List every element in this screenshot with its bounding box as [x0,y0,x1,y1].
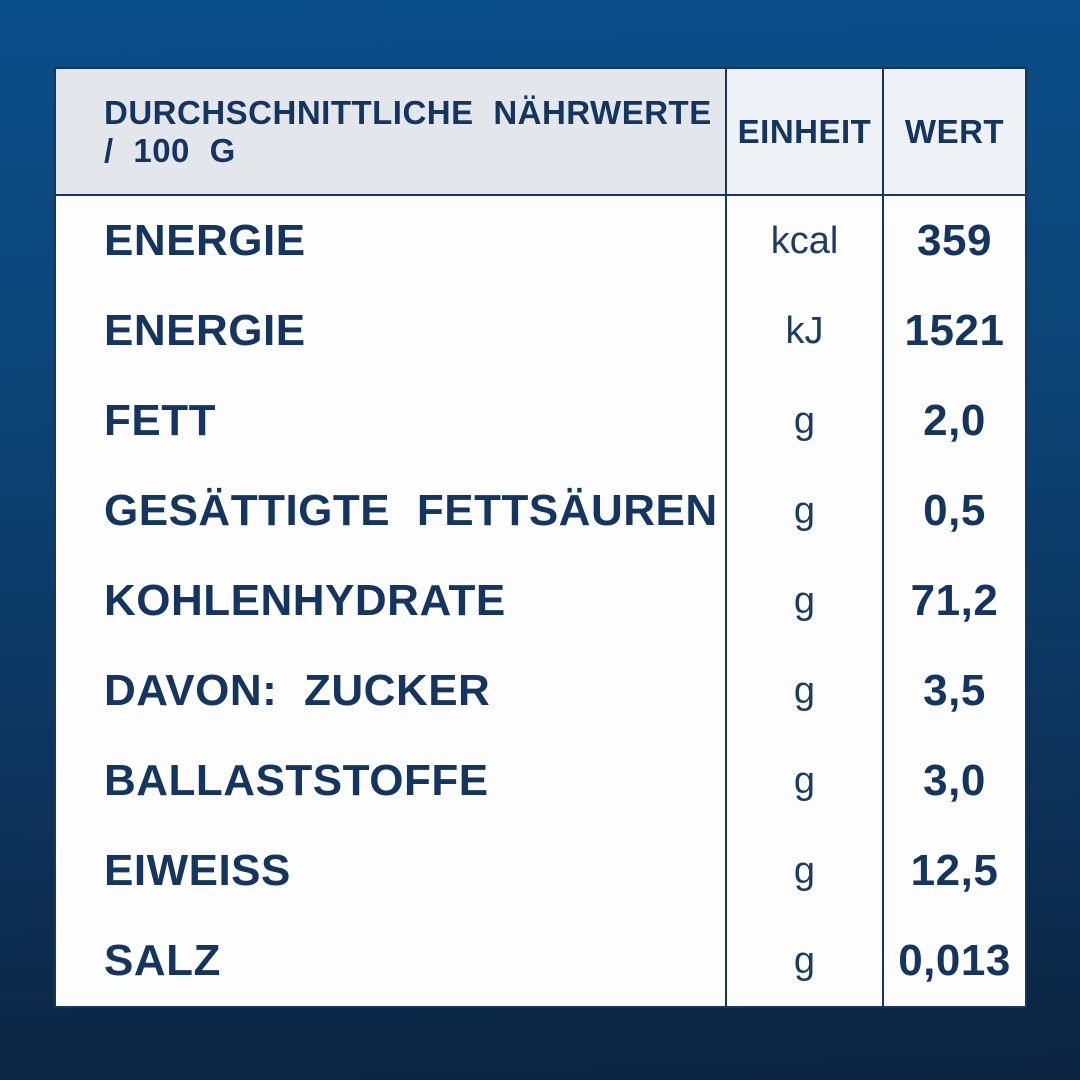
table-row: ENERGIE kcal 359 [56,196,1025,286]
table-header-row: DURCHSCHNITTLICHE NÄHRWERTE / 100 G EINH… [56,69,1025,196]
nutrient-label: ENERGIE [104,216,306,265]
unit-cell: g [725,556,882,646]
unit-text: g [793,489,816,532]
nutrient-cell: EIWEISS [56,826,725,916]
value-cell: 0,5 [882,466,1025,556]
unit-cell: kcal [725,196,882,286]
unit-text: g [793,939,816,982]
value-text: 3,5 [923,666,986,715]
table-row: KOHLENHYDRATE g 71,2 [56,556,1025,646]
nutrient-label: DAVON: ZUCKER [104,666,491,715]
value-cell: 359 [882,196,1025,286]
unit-cell: g [725,736,882,826]
nutrient-cell: GESÄTTIGTE FETTSÄUREN [56,466,725,556]
value-cell: 2,0 [882,376,1025,466]
unit-cell: g [725,646,882,736]
value-text: 1521 [904,306,1005,355]
unit-text: g [793,669,816,712]
value-cell: 0,013 [882,916,1025,1006]
value-cell: 71,2 [882,556,1025,646]
unit-text: g [793,579,816,622]
table-row: SALZ g 0,013 [56,916,1025,1006]
unit-cell: g [725,826,882,916]
unit-text: g [793,399,816,442]
table-row: DAVON: ZUCKER g 3,5 [56,646,1025,736]
value-cell: 12,5 [882,826,1025,916]
nutrient-cell: SALZ [56,916,725,1006]
nutrient-cell: DAVON: ZUCKER [56,646,725,736]
nutrient-label: EIWEISS [104,846,291,895]
nutrient-cell: ENERGIE [56,286,725,376]
value-text: 12,5 [910,846,999,895]
unit-cell: g [725,466,882,556]
value-text: 2,0 [923,396,986,445]
nutrient-cell: ENERGIE [56,196,725,286]
unit-text: kJ [785,309,824,352]
header-label-value: WERT [904,112,1005,150]
header-label-nutrient: DURCHSCHNITTLICHE NÄHRWERTE / 100 G [104,93,712,169]
value-cell: 3,0 [882,736,1025,826]
table-row: FETT g 2,0 [56,376,1025,466]
nutrient-label: ENERGIE [104,306,306,355]
value-cell: 1521 [882,286,1025,376]
nutrient-cell: KOHLENHYDRATE [56,556,725,646]
nutrient-label: BALLASTSTOFFE [104,756,489,805]
unit-cell: kJ [725,286,882,376]
value-text: 0,013 [898,936,1011,985]
unit-cell: g [725,376,882,466]
table-row: BALLASTSTOFFE g 3,0 [56,736,1025,826]
nutrient-cell: FETT [56,376,725,466]
nutrient-label: KOHLENHYDRATE [104,576,506,625]
nutrient-label: SALZ [104,936,221,985]
nutrient-cell: BALLASTSTOFFE [56,736,725,826]
value-text: 0,5 [923,486,986,535]
value-text: 359 [917,216,992,265]
table-row: ENERGIE kJ 1521 [56,286,1025,376]
value-text: 3,0 [923,756,986,805]
header-cell-value: WERT [882,69,1025,194]
value-cell: 3,5 [882,646,1025,736]
table-row: EIWEISS g 12,5 [56,826,1025,916]
unit-text: kcal [770,219,839,262]
header-label-unit: EINHEIT [737,112,872,150]
unit-text: g [793,759,816,802]
table-body: ENERGIE kcal 359 ENERGIE kJ 1521 FETT g … [56,196,1025,1006]
table-row: GESÄTTIGTE FETTSÄUREN g 0,5 [56,466,1025,556]
nutrient-label: FETT [104,396,216,445]
unit-text: g [793,849,816,892]
nutrient-label: GESÄTTIGTE FETTSÄUREN [104,486,718,535]
header-cell-nutrient: DURCHSCHNITTLICHE NÄHRWERTE / 100 G [56,69,725,194]
unit-cell: g [725,916,882,1006]
header-cell-unit: EINHEIT [725,69,882,194]
nutrition-table: DURCHSCHNITTLICHE NÄHRWERTE / 100 G EINH… [54,67,1027,1008]
value-text: 71,2 [910,576,999,625]
